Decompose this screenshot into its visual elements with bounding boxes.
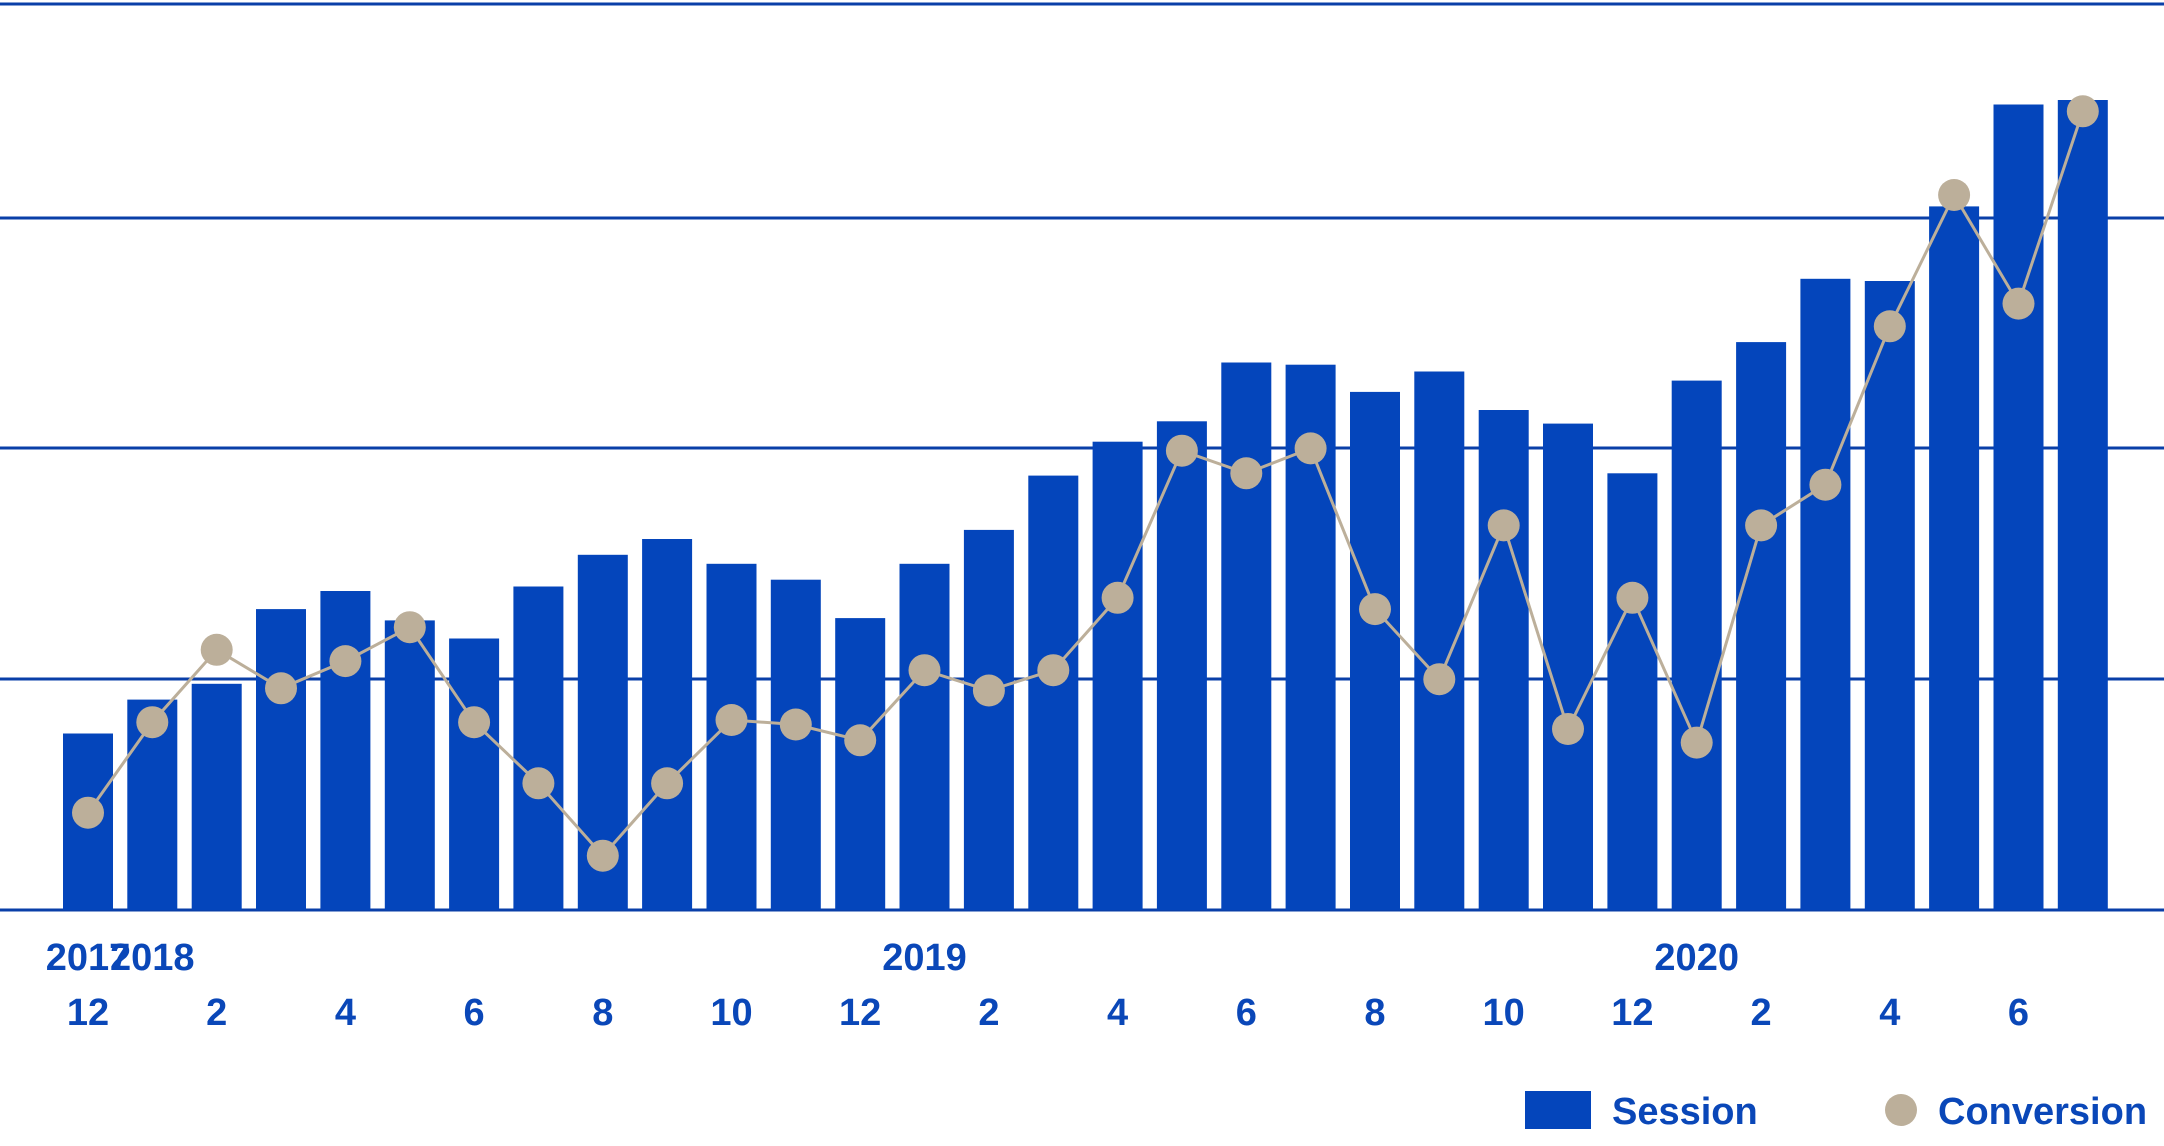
session-bar-2 <box>191 683 242 911</box>
legend-session-swatch <box>1525 1091 1591 1129</box>
legend-conversion-swatch <box>1885 1094 1917 1126</box>
session-bar-9 <box>642 539 693 910</box>
conversion-point-15 <box>1037 654 1070 687</box>
session-bar-3 <box>256 609 306 910</box>
x-month-label-2: 2 <box>206 992 227 1034</box>
x-month-label-20: 8 <box>1364 992 1385 1034</box>
conversion-point-5 <box>393 611 426 644</box>
x-month-label-24: 12 <box>1611 992 1653 1034</box>
x-month-label-26: 2 <box>1751 992 1772 1034</box>
conversion-point-2 <box>200 633 233 666</box>
x-year-label-2019: 2019 <box>882 937 967 979</box>
x-month-label-12: 12 <box>839 992 881 1034</box>
conversion-point-13 <box>908 654 941 687</box>
conversion-point-24 <box>1616 581 1649 614</box>
x-month-label-0: 12 <box>67 992 109 1034</box>
x-month-label-30: 6 <box>2008 992 2029 1034</box>
session-bar-7 <box>513 586 564 910</box>
legend-conversion-label: Conversion <box>1938 1091 2147 1133</box>
session-bar-24 <box>1607 473 1658 910</box>
conversion-point-9 <box>651 767 684 800</box>
conversion-point-8 <box>586 839 619 872</box>
conversion-point-12 <box>844 724 877 757</box>
session-bar-11 <box>770 579 821 910</box>
conversion-points <box>72 95 2099 872</box>
session-bar-5 <box>384 620 435 910</box>
conversion-point-23 <box>1552 713 1584 745</box>
x-month-label-10: 10 <box>710 992 752 1034</box>
session-bar-22 <box>1478 410 1529 910</box>
conversion-point-31 <box>2066 95 2099 128</box>
conversion-point-11 <box>779 708 812 741</box>
conversion-point-26 <box>1745 509 1778 542</box>
session-bar-17 <box>1156 421 1207 910</box>
conversion-point-16 <box>1101 581 1134 614</box>
conversion-point-28 <box>1873 310 1906 343</box>
conversion-point-6 <box>458 706 491 739</box>
session-bars <box>63 100 2108 911</box>
conversion-point-14 <box>972 674 1005 707</box>
session-bar-18 <box>1221 362 1272 910</box>
conversion-point-1 <box>136 706 169 739</box>
x-year-label-2020: 2020 <box>1654 937 1739 979</box>
legend-session-label: Session <box>1612 1091 1758 1133</box>
conversion-point-20 <box>1359 593 1391 626</box>
x-year-label-2018: 2018 <box>110 937 195 979</box>
conversion-point-27 <box>1809 468 1842 501</box>
session-bar-27 <box>1800 278 1851 910</box>
session-bar-16 <box>1092 441 1143 910</box>
x-month-label-8: 8 <box>592 992 613 1034</box>
session-bar-14 <box>963 529 1014 910</box>
session-bar-28 <box>1864 281 1915 910</box>
conversion-point-7 <box>522 767 555 800</box>
session-bar-12 <box>835 618 886 910</box>
x-month-label-22: 10 <box>1483 992 1525 1034</box>
conversion-point-0 <box>72 796 104 829</box>
x-month-label-16: 4 <box>1107 992 1128 1034</box>
conversion-point-29 <box>1938 179 1971 211</box>
session-bar-30 <box>1993 104 2044 910</box>
session-bar-29 <box>1929 206 1980 910</box>
conversion-point-30 <box>2002 287 2035 320</box>
conversion-point-4 <box>329 645 362 678</box>
conversion-line <box>86 110 2085 858</box>
session-bar-15 <box>1028 475 1079 910</box>
session-bar-4 <box>320 591 371 910</box>
conversion-point-3 <box>265 672 297 705</box>
conversion-point-18 <box>1230 457 1263 490</box>
session-bar-23 <box>1543 423 1593 910</box>
conversion-point-25 <box>1680 726 1713 759</box>
session-bar-20 <box>1350 391 1400 910</box>
x-month-label-4: 4 <box>335 992 356 1034</box>
legend: Session Conversion <box>1525 1091 2147 1133</box>
session-bar-26 <box>1736 342 1787 911</box>
session-bar-13 <box>899 563 950 910</box>
conversion-point-19 <box>1294 432 1327 465</box>
x-month-label-18: 6 <box>1236 992 1257 1034</box>
conversion-point-10 <box>715 704 748 736</box>
conversion-polyline <box>86 110 2085 858</box>
x-month-label-6: 6 <box>464 992 485 1034</box>
session-bar-31 <box>2057 100 2108 910</box>
session-bar-6 <box>449 638 500 910</box>
conversion-point-22 <box>1487 509 1520 542</box>
conversion-point-17 <box>1165 434 1198 467</box>
x-year-label-2017: 2017 <box>46 937 131 979</box>
x-month-label-28: 4 <box>1879 992 1900 1034</box>
x-month-label-14: 2 <box>978 992 999 1034</box>
session-bar-25 <box>1671 380 1722 911</box>
conversion-point-21 <box>1423 663 1456 696</box>
